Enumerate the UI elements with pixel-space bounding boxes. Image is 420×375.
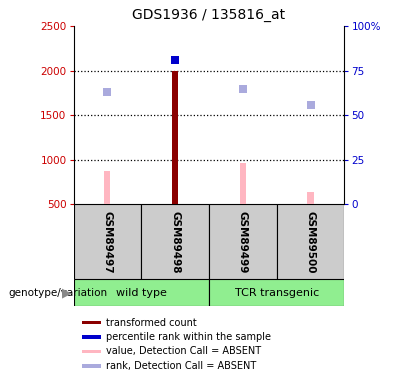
Title: GDS1936 / 135816_at: GDS1936 / 135816_at [132,9,286,22]
Text: GSM89497: GSM89497 [102,211,113,273]
Bar [240,164,246,204]
Text: GSM89498: GSM89498 [170,211,180,273]
Bar [277,204,344,279]
Text: genotype/variation: genotype/variation [8,288,108,297]
Text: value, Detection Call = ABSENT: value, Detection Call = ABSENT [106,346,261,356]
Bar [307,192,314,204]
Bar [82,364,101,368]
Text: TCR transgenic: TCR transgenic [234,288,319,297]
Text: ▶: ▶ [62,286,71,299]
Text: transformed count: transformed count [106,318,197,327]
Bar [74,279,209,306]
Bar [141,204,209,279]
Text: GSM89500: GSM89500 [305,211,315,273]
Bar [209,204,277,279]
Bar [172,71,178,204]
Bar [74,204,141,279]
Bar [104,171,110,204]
Text: rank, Detection Call = ABSENT: rank, Detection Call = ABSENT [106,361,257,371]
Bar [209,279,344,306]
Bar [82,335,101,339]
Text: percentile rank within the sample: percentile rank within the sample [106,332,271,342]
Bar [82,350,101,353]
Text: wild type: wild type [116,288,167,297]
Text: GSM89499: GSM89499 [238,211,248,273]
Bar [82,321,101,324]
